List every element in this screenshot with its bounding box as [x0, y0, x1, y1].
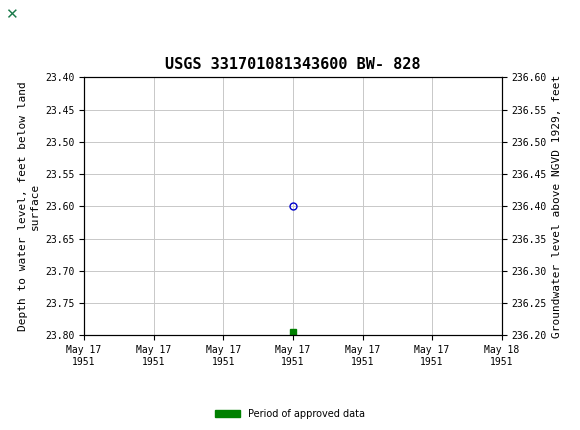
Legend: Period of approved data: Period of approved data: [212, 405, 368, 423]
Y-axis label: Groundwater level above NGVD 1929, feet: Groundwater level above NGVD 1929, feet: [552, 75, 562, 338]
Text: USGS: USGS: [44, 6, 95, 24]
FancyBboxPatch shape: [5, 3, 45, 28]
Text: ✕: ✕: [5, 8, 17, 22]
Title: USGS 331701081343600 BW- 828: USGS 331701081343600 BW- 828: [165, 57, 420, 72]
Y-axis label: Depth to water level, feet below land
surface: Depth to water level, feet below land su…: [18, 82, 39, 331]
